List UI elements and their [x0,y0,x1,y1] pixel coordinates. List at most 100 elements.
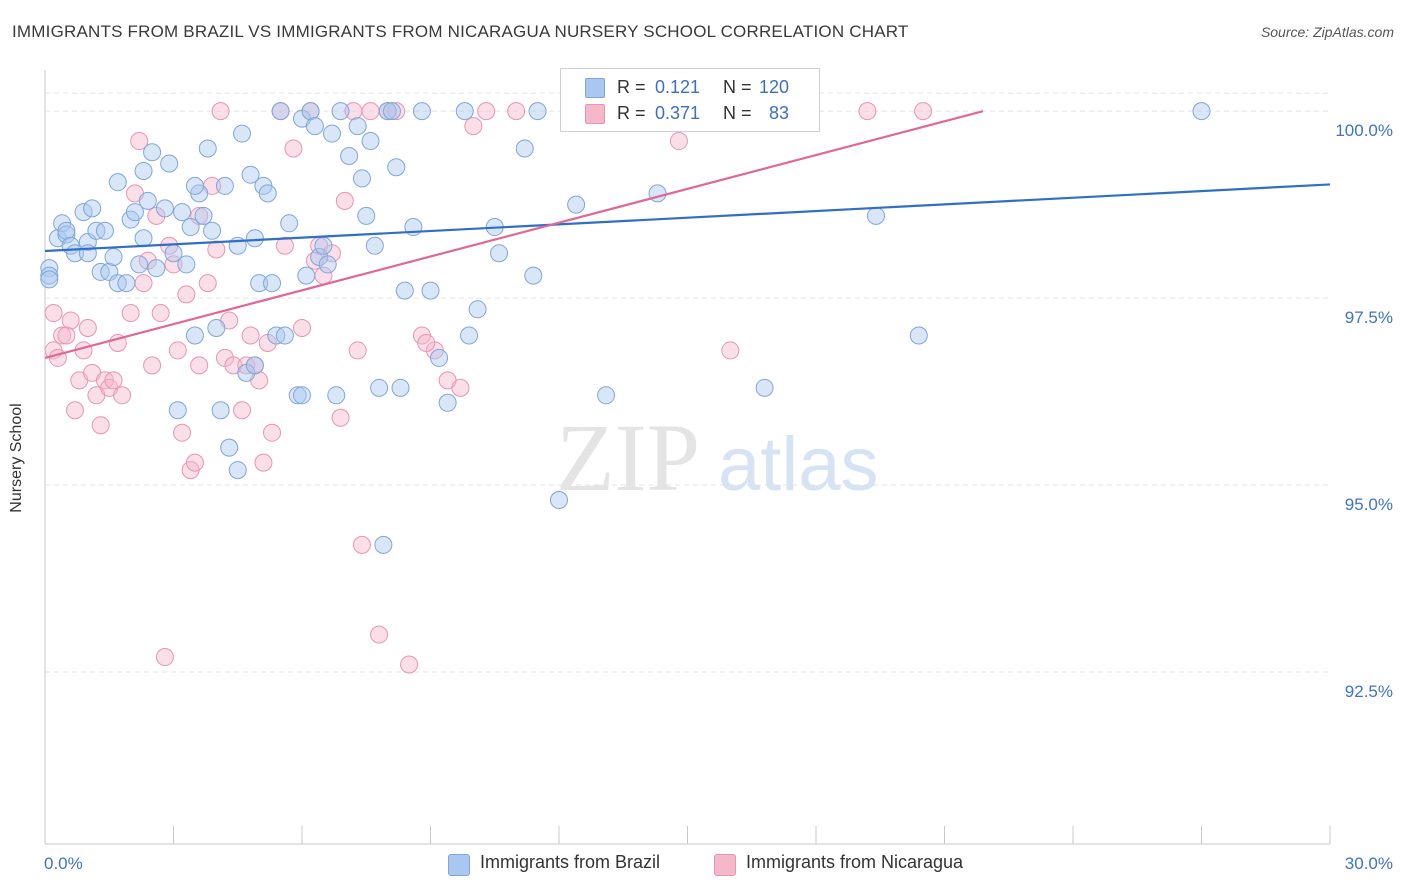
brazil-point [357,206,376,225]
brazil-point [327,386,346,405]
brazil-point [550,491,568,509]
nicaragua-point [233,401,252,420]
brazil-point [177,255,196,274]
brazil-r-value: 0.121 [655,77,701,97]
tick-labels: 92.5% 95.0% 97.5% 100.0% 0.0% 30.0% [44,121,1393,873]
nicaragua-point [370,625,389,644]
nicaragua-point [53,326,72,345]
nicaragua-point [335,191,354,210]
brazil-point [909,326,928,345]
nicaragua-point [143,356,162,375]
nicaragua-point [331,408,350,427]
brazil-point [412,102,431,121]
nicaragua-point [721,341,740,360]
brazil-point [194,206,213,225]
brazil-point [108,173,127,192]
brazil-point [57,221,76,240]
brazil-point [168,401,187,420]
nicaragua-point [151,304,170,323]
nicaragua-point [348,341,367,360]
brazil-point [280,214,299,233]
brazil-point [528,102,547,121]
brazil-point [138,191,157,210]
brazil-point [490,244,509,263]
nicaragua-point [400,655,419,674]
brazil-point [160,154,179,173]
brazil-point [215,176,234,195]
brazil-point [203,221,222,240]
brazil-point [40,266,59,285]
brazil-point [74,203,93,222]
nicaragua-point [284,139,303,158]
nicaragua-point [254,453,273,472]
brazil-point [460,326,479,345]
brazil-point [147,259,166,278]
brazil-trend-line [44,183,1331,253]
brazil-point [524,266,543,285]
brazil-point [322,124,341,143]
brazil-point [250,274,269,293]
brazil-point [83,199,102,218]
nicaragua-point [57,326,76,345]
nicaragua-point [168,341,187,360]
brazil-point [374,535,393,554]
brazil-point [361,132,380,151]
brazil-point [866,206,885,225]
nicaragua-point [130,132,149,151]
nicaragua-point [173,423,192,442]
bottom-nicaragua-label: Immigrants from Nicaragua [746,852,964,872]
bottom-brazil-label: Immigrants from Brazil [480,852,661,872]
brazil-point [245,356,264,375]
nicaragua-point [113,386,132,405]
nicaragua-point [104,371,123,390]
brazil-point [95,221,114,240]
stats-legend: R = 0.121 N = 120 R = 0.371 N = 83 [560,68,820,132]
brazil-point [297,266,316,285]
brazil-point [395,281,414,300]
brazil-point [173,203,192,222]
brazil-point [348,117,367,136]
brazil-point [755,378,774,397]
brazil-point [438,393,457,412]
nicaragua-point [507,102,526,121]
nicaragua-point [858,102,877,121]
brazil-point [370,378,389,397]
watermark-zip: ZIP [556,404,700,511]
nicaragua-point [914,102,933,121]
nicaragua-point [78,319,97,337]
brazil-point [331,102,350,121]
brazil-point [430,348,449,367]
nicaragua-r-label: R = [617,103,646,123]
y-tick-label: 92.5% [1345,682,1393,701]
brazil-point [1192,102,1211,121]
nicaragua-n-value: 83 [769,103,790,123]
brazil-point [245,229,264,248]
nicaragua-point [134,274,153,293]
brazil-point [241,165,260,184]
brazil-point [365,236,384,255]
nicaragua-point [155,648,174,667]
brazil-point [228,461,247,480]
bottom-brazil-swatch [448,854,470,876]
nicaragua-point [241,326,260,345]
nicaragua-point [61,311,80,330]
brazil-point [155,199,174,218]
nicaragua-r-value: 0.371 [655,103,701,123]
brazil-point [220,438,239,457]
brazil-point [40,270,59,289]
nicaragua-point [361,102,380,121]
brazil-point [233,124,252,143]
brazil-point [263,274,282,293]
brazil-point [567,195,586,214]
brazil-point [207,319,226,337]
brazil-point [378,102,397,121]
brazil-point [301,102,320,121]
brazil-point [288,386,307,405]
brazil-point [275,326,294,345]
nicaragua-point [207,240,226,259]
brazil-point [134,161,153,180]
brazil-point [421,281,440,300]
watermark-atlas: atlas [718,422,879,507]
brazil-point [104,247,123,266]
watermark: ZIP atlas [556,404,879,511]
